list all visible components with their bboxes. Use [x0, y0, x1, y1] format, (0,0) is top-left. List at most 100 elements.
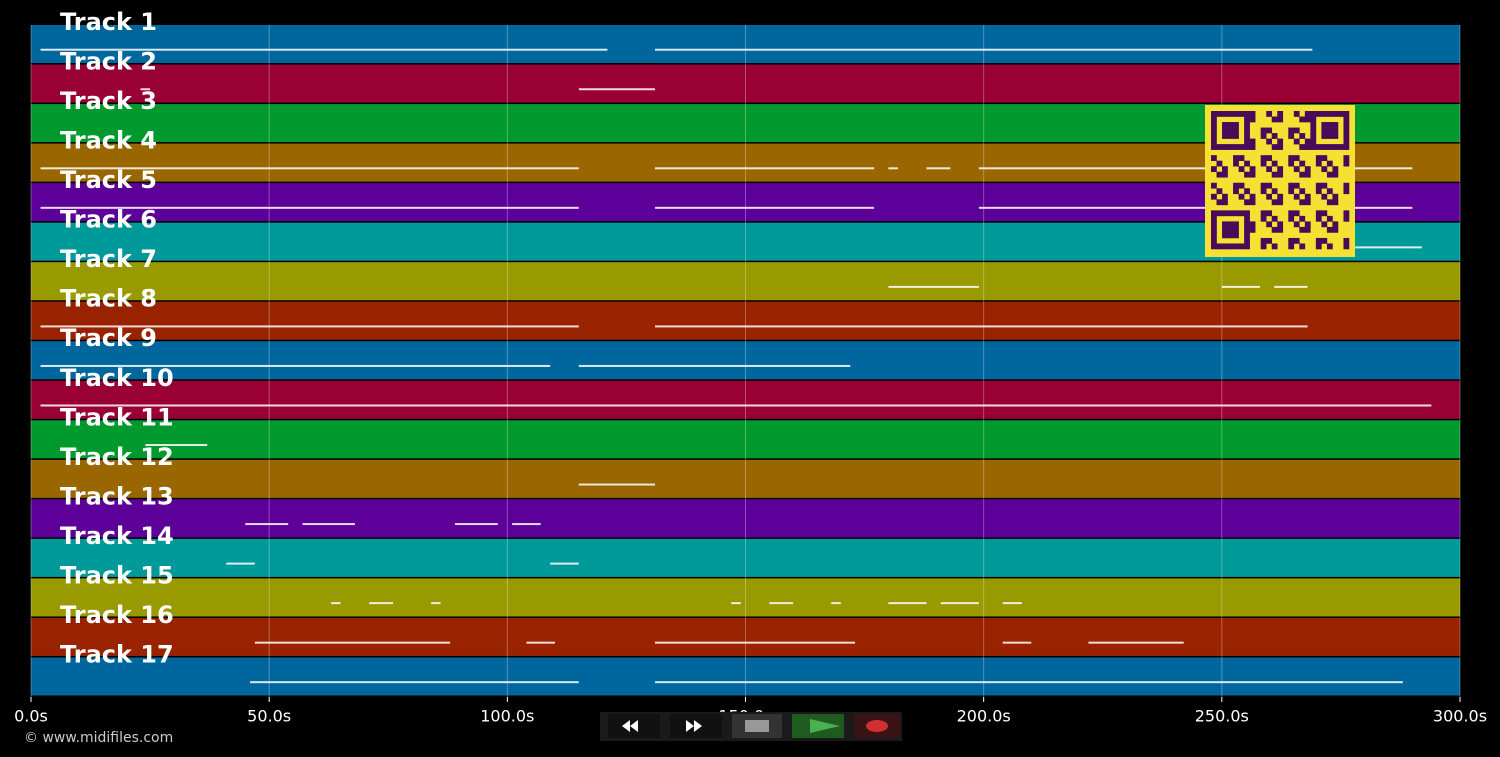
qr-module: [1321, 193, 1328, 200]
qr-module: [1244, 232, 1250, 239]
qr-module: [1260, 215, 1267, 222]
qr-module: [1304, 166, 1311, 173]
qr-module: [1343, 127, 1350, 134]
track-label: Track 4: [60, 127, 157, 155]
qr-module: [1227, 127, 1234, 134]
qr-module: [1233, 232, 1239, 239]
qr-module: [1343, 144, 1350, 150]
qr-module: [1244, 210, 1250, 217]
qr-module: [1326, 215, 1333, 222]
qr-module: [1238, 243, 1245, 250]
qr-module: [1260, 127, 1267, 134]
qr-module: [1260, 237, 1267, 244]
qr-module: [1211, 215, 1217, 222]
qr-module: [1343, 155, 1350, 161]
note-span: [145, 444, 208, 447]
track-row: [31, 25, 1460, 64]
note-span: [940, 602, 979, 605]
qr-module: [1260, 210, 1267, 217]
note-span: [654, 364, 851, 367]
qr-module: [1211, 232, 1217, 239]
qr-module: [1277, 111, 1284, 117]
note-span: [550, 562, 579, 565]
note-span: [1274, 285, 1308, 288]
qr-module: [1310, 133, 1317, 139]
qr-module: [1249, 111, 1256, 117]
track-row: [31, 657, 1460, 696]
qr-module: [1222, 144, 1228, 150]
qr-module: [1288, 127, 1295, 134]
qr-module: [1293, 127, 1300, 134]
note-span: [978, 167, 1413, 170]
note-span: [731, 602, 741, 605]
qr-module: [1266, 237, 1273, 244]
qr-module: [1310, 111, 1317, 117]
note-span: [140, 88, 151, 91]
track-label: Track 16: [60, 601, 174, 629]
track-row: [31, 499, 1460, 538]
qr-module: [1304, 193, 1311, 200]
qr-module: [1271, 199, 1278, 206]
qr-module: [1315, 215, 1322, 222]
qr-module: [1288, 215, 1295, 222]
note-span: [888, 285, 979, 288]
qr-module: [1233, 127, 1239, 134]
qr-module: [1271, 226, 1278, 233]
qr-module: [1222, 243, 1228, 250]
qr-module: [1315, 237, 1322, 244]
qr-module: [1299, 160, 1306, 167]
qr-module: [1321, 122, 1328, 128]
rewind-icon: [622, 720, 638, 732]
note-span: [654, 206, 875, 209]
qr-module: [1222, 171, 1228, 178]
qr-module: [1271, 215, 1278, 222]
qr-module: [1249, 171, 1256, 178]
qr-module: [1343, 160, 1350, 167]
note-span: [926, 167, 951, 170]
qr-module: [1266, 111, 1273, 117]
qr-module: [1288, 133, 1295, 139]
qr-module: [1304, 221, 1311, 228]
qr-module: [1277, 144, 1284, 150]
note-span: [40, 48, 608, 51]
qr-module: [1288, 182, 1295, 189]
qr-module: [1332, 133, 1339, 139]
qr-module: [1249, 226, 1256, 233]
qr-module: [1343, 116, 1350, 123]
qr-module: [1326, 133, 1333, 139]
qr-module: [1299, 226, 1306, 233]
qr-module: [1244, 171, 1250, 178]
note-span: [578, 88, 655, 91]
note-span: [654, 404, 1432, 407]
qr-module: [1249, 199, 1256, 206]
note-span: [226, 562, 255, 565]
track-label: Track 6: [60, 206, 157, 234]
qr-module: [1321, 237, 1328, 244]
note-span: [40, 364, 551, 367]
qr-module: [1326, 171, 1333, 178]
qr-module: [1238, 193, 1245, 200]
qr-module: [1277, 193, 1284, 200]
qr-module: [1266, 127, 1273, 134]
qr-module: [1260, 182, 1267, 189]
track-row: [31, 380, 1460, 419]
qr-module: [1321, 182, 1328, 189]
qr-module: [1315, 144, 1322, 150]
qr-module: [1211, 133, 1217, 139]
track-row: [31, 459, 1460, 498]
qr-module: [1244, 138, 1250, 145]
qr-module: [1293, 221, 1300, 228]
qr-module: [1222, 221, 1228, 228]
qr-module: [1343, 111, 1350, 117]
qr-module: [1211, 166, 1217, 173]
qr-module: [1304, 111, 1311, 117]
qr-module: [1244, 122, 1250, 128]
note-span: [454, 523, 498, 526]
record-icon: [866, 720, 888, 732]
qr-module: [1244, 160, 1250, 167]
note-span: [1221, 285, 1260, 288]
controls: [600, 712, 902, 741]
note-span: [1002, 641, 1032, 644]
qr-module: [1326, 243, 1333, 250]
